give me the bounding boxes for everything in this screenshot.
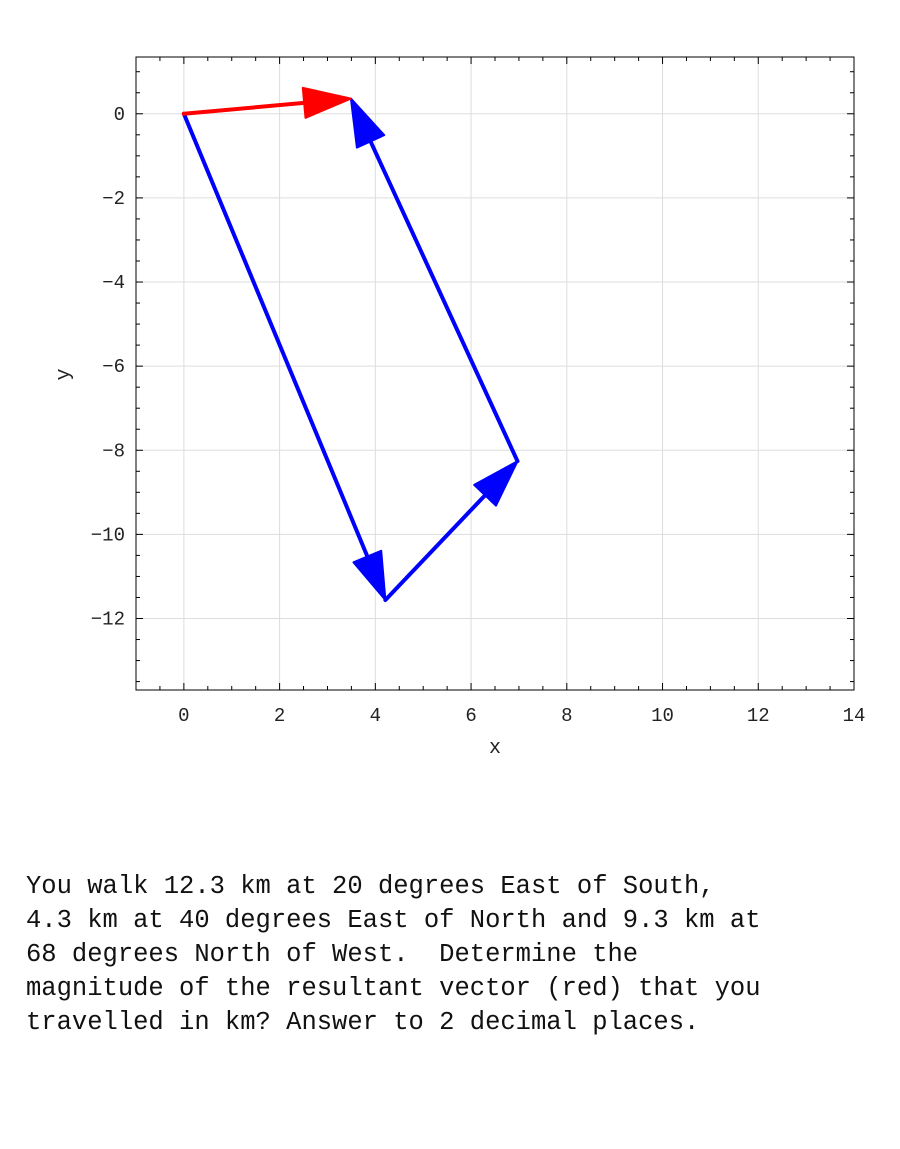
y-tick-label: −12 (91, 608, 125, 630)
vector-shaft (383, 490, 490, 602)
vectors (181, 86, 520, 602)
y-tick-label: −4 (102, 272, 125, 294)
y-tick-label: −8 (102, 440, 125, 462)
y-axis-label: y (53, 368, 76, 380)
x-axis-label: x (489, 737, 501, 760)
x-tick-label: 6 (465, 705, 476, 727)
vector-arrowhead (349, 97, 386, 149)
y-tick-label: −6 (102, 356, 125, 378)
displacement-vector-1 (181, 111, 387, 601)
x-tick-label: 2 (274, 705, 285, 727)
plot-frame (135, 56, 855, 691)
vector-shaft (366, 135, 520, 464)
grid (136, 57, 855, 690)
x-tick-label: 14 (843, 705, 866, 727)
y-tick-label: 0 (114, 104, 125, 126)
vector-arrowhead (473, 460, 519, 507)
vector-chart: 0 2 4 6 8 10 12 14 0 −2 −4 −6 −8 −10 −12 x y (53, 56, 866, 760)
x-tick-label: 10 (651, 705, 674, 727)
x-tick-label: 8 (561, 705, 572, 727)
question-text: You walk 12.3 km at 20 degrees East of S… (26, 872, 761, 1037)
y-tick-label: −2 (102, 188, 125, 210)
displacement-vector-3 (349, 97, 520, 464)
x-tick-label: 12 (747, 705, 770, 727)
x-tick-label: 0 (178, 705, 189, 727)
y-tick-label: −10 (91, 524, 125, 546)
tick-labels: 0 2 4 6 8 10 12 14 0 −2 −4 −6 −8 −10 −12 (91, 104, 866, 727)
vector-shaft (181, 100, 311, 116)
vector-arrowhead (301, 86, 352, 119)
axis-ticks (135, 57, 855, 690)
resultant-vector (181, 86, 352, 119)
x-tick-label: 4 (370, 705, 381, 727)
displacement-vector-2 (383, 460, 519, 602)
vector-shaft (181, 111, 371, 563)
vector-arrowhead (352, 549, 387, 601)
